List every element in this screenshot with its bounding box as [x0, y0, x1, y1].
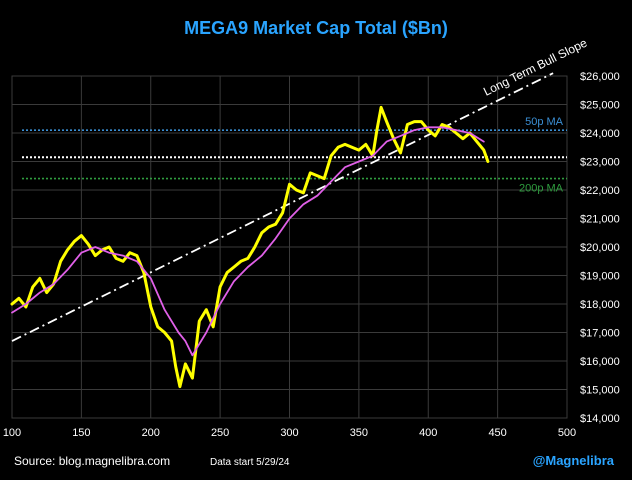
data-start-label: Data start 5/29/24: [210, 457, 290, 468]
y-tick-label: $15,000: [580, 385, 620, 397]
x-tick-label: 250: [211, 427, 229, 439]
y-tick-label: $21,000: [580, 214, 620, 226]
x-tick-label: 150: [72, 427, 90, 439]
x-tick-label: 200: [142, 427, 160, 439]
reference-line-label: 200p MA: [519, 183, 564, 195]
source-label: Source: blog.magnelibra.com: [14, 454, 171, 468]
x-tick-label: 100: [3, 427, 21, 439]
y-tick-label: $17,000: [580, 328, 620, 340]
y-tick-label: $25,000: [580, 100, 620, 112]
y-tick-label: $14,000: [580, 413, 620, 425]
series-line-moving-average: [11, 126, 485, 357]
author-handle: @Magnelibra: [532, 453, 614, 468]
y-tick-label: $22,000: [580, 185, 620, 197]
y-tick-label: $19,000: [580, 271, 620, 283]
y-tick-label: $26,000: [580, 71, 620, 83]
x-tick-label: 450: [488, 427, 506, 439]
x-tick-label: 300: [280, 427, 298, 439]
y-tick-label: $16,000: [580, 356, 620, 368]
y-tick-label: $20,000: [580, 242, 620, 254]
reference-line-label: 50p MA: [525, 116, 564, 128]
chart-title: MEGA9 Market Cap Total ($Bn): [184, 18, 448, 38]
x-tick-label: 500: [558, 427, 576, 439]
x-tick-label: 350: [350, 427, 368, 439]
series-line-market-cap: [10, 105, 490, 389]
y-tick-label: $23,000: [580, 157, 620, 169]
y-tick-label: $24,000: [580, 128, 620, 140]
y-tick-label: $18,000: [580, 299, 620, 311]
x-tick-label: 400: [419, 427, 437, 439]
